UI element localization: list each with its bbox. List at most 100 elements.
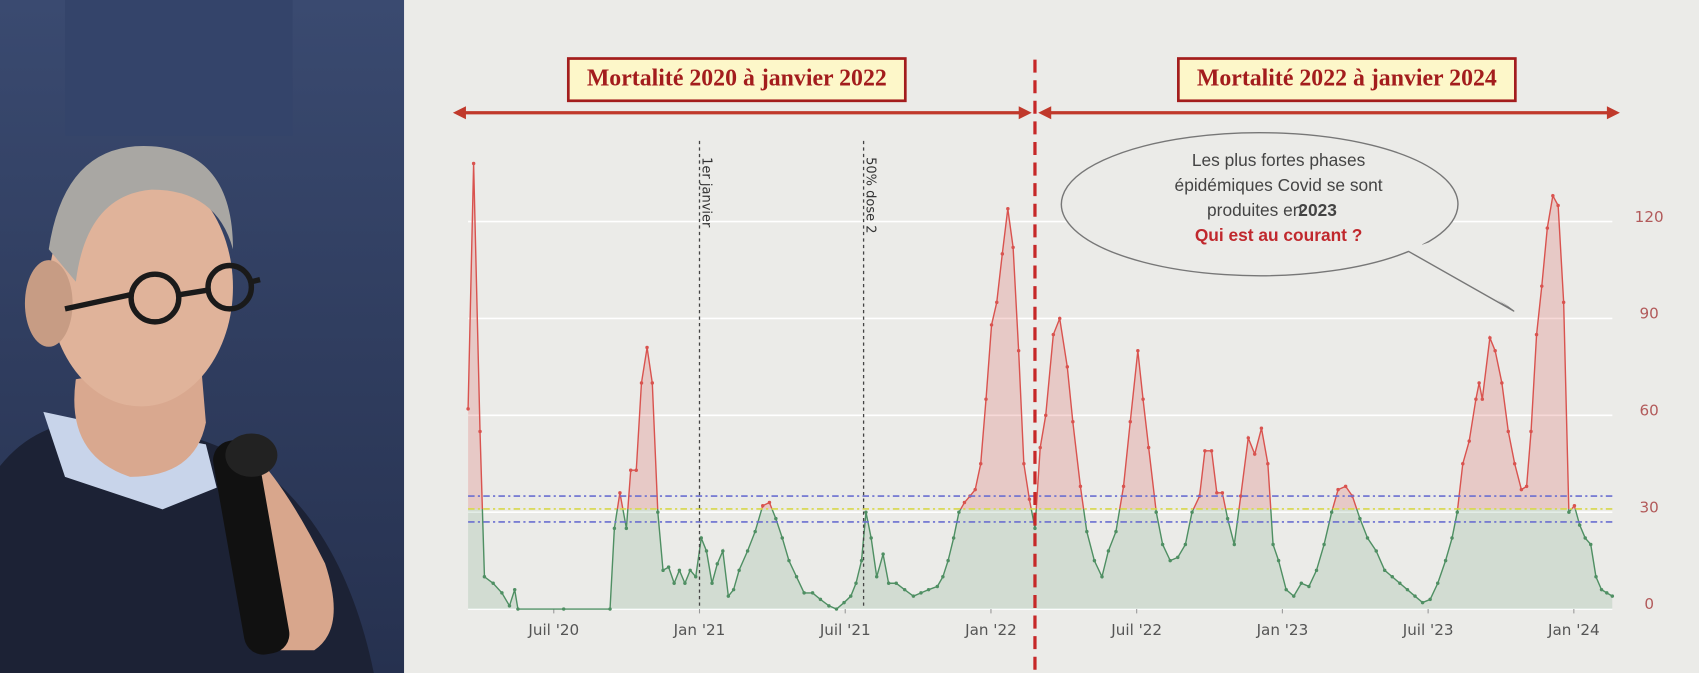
data-point (995, 300, 999, 305)
data-point (962, 500, 967, 505)
data-point (1519, 487, 1524, 492)
data-point (1006, 206, 1010, 211)
data-point (874, 575, 879, 579)
data-point (516, 607, 520, 611)
event-label: 1er janvier (699, 157, 714, 228)
data-point (1044, 413, 1048, 418)
data-point (919, 591, 923, 595)
area-above (468, 163, 1576, 509)
data-point (1561, 300, 1566, 305)
data-point (512, 587, 517, 592)
data-point (1016, 349, 1021, 353)
data-point (478, 429, 482, 434)
data-point (1292, 594, 1296, 598)
data-point (1203, 449, 1207, 453)
data-point (1512, 462, 1517, 466)
data-point (1100, 575, 1104, 579)
data-point (1545, 226, 1550, 230)
data-point (507, 604, 512, 608)
data-point (827, 604, 831, 608)
data-point (1168, 558, 1172, 563)
data-point (1329, 510, 1334, 514)
data-point (1450, 536, 1454, 540)
data-point (710, 581, 714, 585)
data-point (802, 591, 806, 595)
data-point (693, 575, 698, 579)
data-point (650, 381, 655, 385)
data-point (794, 575, 799, 579)
data-point (1071, 420, 1075, 424)
data-point (767, 500, 772, 505)
data-point (1092, 558, 1097, 563)
data-point (618, 491, 622, 495)
x-tick-label: Juil '22 (1110, 621, 1162, 639)
data-point (979, 462, 983, 466)
data-point (1524, 484, 1529, 489)
data-point (1011, 245, 1015, 250)
data-point (1529, 429, 1533, 434)
area-below (468, 508, 1613, 610)
data-point (973, 487, 977, 492)
data-point (818, 597, 823, 602)
data-point (1183, 542, 1188, 547)
data-point (1534, 332, 1539, 337)
data-point (787, 558, 791, 563)
data-point (1271, 542, 1275, 547)
data-point (984, 397, 988, 401)
bubble-patch (1411, 242, 1509, 307)
data-point (1455, 510, 1459, 514)
data-point (677, 568, 682, 573)
data-point (911, 594, 916, 598)
data-point (1027, 497, 1032, 502)
data-point (1365, 536, 1370, 540)
y-tick-label: 30 (1640, 498, 1659, 516)
data-point (1232, 542, 1237, 547)
data-point (761, 504, 765, 508)
data-point (1121, 484, 1126, 489)
data-point (683, 581, 687, 585)
data-point (849, 594, 853, 598)
data-point (1106, 549, 1111, 553)
callout-question: Qui est au courant ? (1195, 225, 1363, 245)
data-point (1610, 594, 1615, 598)
callout-line: produites en (1207, 200, 1302, 220)
data-point (661, 568, 665, 573)
data-point (612, 526, 617, 531)
data-point (859, 558, 864, 563)
data-point (1374, 549, 1378, 553)
speech-bubble (1060, 131, 1515, 312)
data-point (639, 381, 644, 385)
data-point (1577, 523, 1582, 527)
arrow-head (1038, 106, 1052, 120)
y-tick-label: 60 (1640, 401, 1659, 419)
data-point (1215, 491, 1219, 495)
data-point (731, 587, 736, 592)
data-point (1146, 445, 1151, 450)
data-point (1398, 581, 1402, 585)
data-point (894, 581, 898, 585)
data-point (666, 565, 671, 569)
data-point (1246, 436, 1251, 440)
data-point (1259, 426, 1264, 430)
callout-line: épidémiques Covid se sont (1175, 175, 1383, 195)
data-point (1000, 252, 1005, 256)
data-point (1238, 494, 1243, 498)
data-point (1057, 316, 1062, 321)
data-point (1556, 203, 1560, 208)
data-point (721, 549, 725, 553)
data-point (1065, 365, 1070, 369)
y-tick-label: 120 (1635, 208, 1664, 226)
data-point (1141, 397, 1145, 401)
data-point (745, 549, 750, 553)
x-tick-label: Jan '22 (964, 621, 1017, 639)
data-point (834, 607, 839, 611)
data-point (645, 345, 649, 350)
data-point (1284, 587, 1288, 592)
data-point (1160, 542, 1165, 547)
data-point (1220, 491, 1225, 495)
data-point (881, 552, 885, 556)
data-point (500, 591, 504, 595)
data-point (1583, 536, 1587, 540)
data-point (672, 581, 676, 585)
data-point (737, 568, 741, 573)
